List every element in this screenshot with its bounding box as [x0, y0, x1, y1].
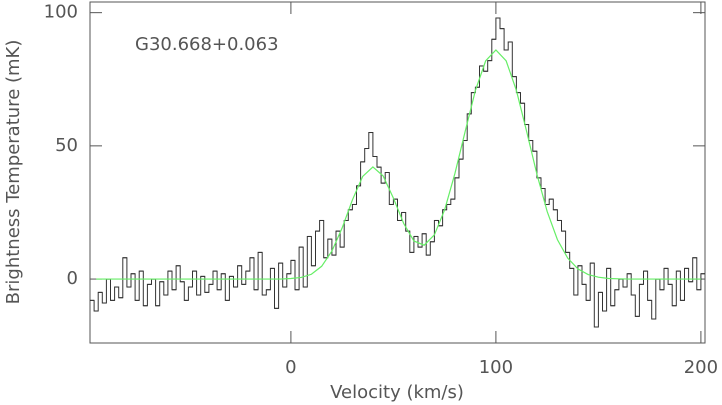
- spectrum-outline: [90, 17, 705, 328]
- x-tick-label: 0: [285, 357, 296, 378]
- y-tick-label: 0: [67, 268, 78, 289]
- y-axis-label: Brightness Temperature (mK): [3, 40, 24, 305]
- annotation: G30.668+0.063: [135, 34, 279, 55]
- plot-frame: [89, 1, 706, 344]
- y-tick-label: 50: [55, 135, 78, 156]
- x-tick-label: 200: [684, 357, 718, 378]
- y-tick-label: 100: [44, 2, 78, 23]
- x-tick-label: 100: [479, 357, 513, 378]
- fit-line: [96, 49, 701, 280]
- x-axis-label: Velocity (km/s): [330, 382, 464, 403]
